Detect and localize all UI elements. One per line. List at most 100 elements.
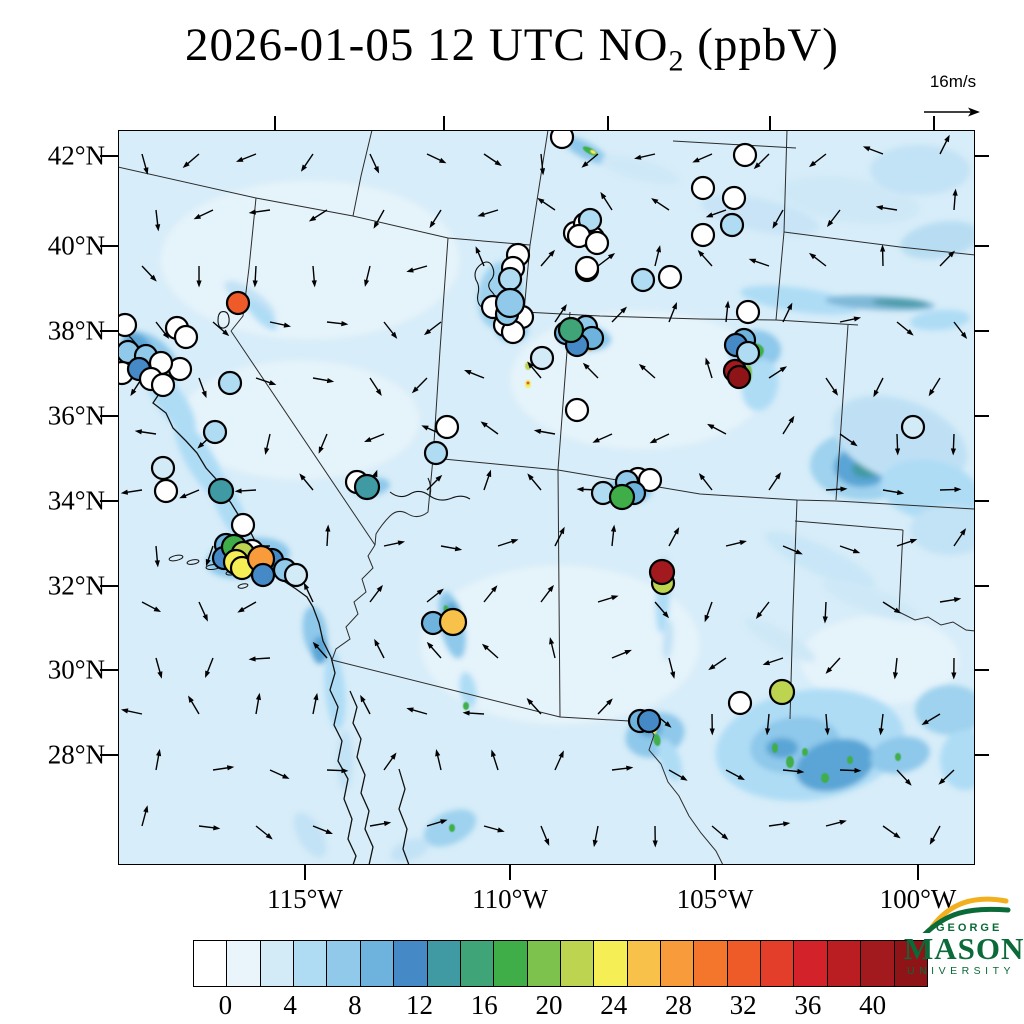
colorbar-tick-label: 8 [348,990,362,1020]
station-marker [217,370,243,396]
station-marker [726,364,752,390]
plot-title: 2026-01-05 12 UTC NO2 (ppbV) [0,18,1024,78]
lat-label: 28°N [47,739,105,770]
station-marker [283,562,309,588]
top-tick [443,116,445,130]
gmu-logo-university: UNIVERSITY [907,965,1016,977]
station-marker [150,455,176,481]
station-marker [648,558,676,586]
lon-label: 115°W [267,884,343,914]
colorbar-cell [427,941,461,986]
station-marker [608,483,636,511]
lat-label: 36°N [47,400,105,431]
lon-label: 110°W [472,884,548,914]
gmu-logo-mason: MASON [904,931,1024,966]
gmu-logo: GEORGE MASON UNIVERSITY [896,893,1024,993]
lat-tick [100,415,118,417]
lat-tick-right [975,330,989,332]
colorbar-tick-label: 4 [283,990,297,1020]
lat-tick-right [975,669,989,671]
lat-tick [100,155,118,157]
lat-tick-right [975,415,989,417]
colorbar-tick-label: 36 [794,990,822,1020]
colorbar-cell [627,941,662,986]
station-marker [657,264,683,290]
colorbar-cell [761,941,795,986]
colorbar-cell [260,941,295,986]
title-prefix: 2026-01-05 12 UTC NO [185,19,669,71]
station-marker [173,324,199,350]
wind-reference-label: 16m/s [929,72,977,91]
lat-label: 40°N [47,230,105,261]
colorbar-tick-label: 40 [859,990,887,1020]
station-marker [119,312,138,338]
colorbar-tick-label: 32 [729,990,757,1020]
colorbar-tick-label: 28 [664,990,692,1020]
lat-tick-right [975,500,989,502]
lat-tick-right [975,585,989,587]
station-observation-markers [119,131,926,734]
station-marker [727,690,753,716]
station-marker [690,175,716,201]
station-marker [690,222,716,248]
top-tick [933,116,935,130]
station-marker [732,142,758,168]
lon-tick [304,865,306,880]
colorbar-cell [394,941,428,986]
station-marker [497,266,523,292]
station-marker [584,230,610,256]
lat-tick-right [975,754,989,756]
station-marker [353,473,381,501]
station-marker [721,185,747,211]
title-subscript: 2 [668,44,685,78]
station-marker [564,397,590,423]
station-marker [153,478,179,504]
colorbar-cell [327,941,361,986]
lon-label: 105°W [676,884,754,914]
station-marker [768,678,796,706]
station-marker [735,299,761,325]
colorbar-cell [894,941,927,986]
wind-vector-arrows [120,134,968,848]
lat-tick-right [975,155,989,157]
lat-tick [100,754,118,756]
colorbar-cell [861,941,895,986]
colorbar-cell [594,941,628,986]
lat-label: 34°N [47,485,105,516]
station-marker [250,562,276,588]
station-marker [225,290,251,316]
colorbar-cell [727,941,762,986]
colorbar-cell [360,941,395,986]
lat-label: 30°N [47,654,105,685]
colorbar-cell [460,941,495,986]
station-marker [900,414,926,440]
station-marker [423,440,449,466]
lat-tick [100,669,118,671]
station-marker [574,255,600,281]
lon-label: 100°W [879,884,957,914]
station-marker [529,345,555,371]
station-marker [630,267,656,293]
colorbar-cell [794,941,828,986]
colorbar-tick-label: 0 [218,990,233,1020]
colorbar-tick-label: 16 [470,990,498,1020]
lat-label: 38°N [47,315,105,346]
colorbar-cell [694,941,728,986]
station-marker [557,316,585,344]
lat-tick [100,245,118,247]
colorbar-tick-label: 24 [600,990,628,1020]
station-marker [434,414,460,440]
station-marker [637,467,663,493]
colorbar-cell [527,941,561,986]
station-marker [735,340,761,366]
colorbar [193,940,928,987]
colorbar-cell [494,941,528,986]
colorbar-tick-label: 20 [535,990,563,1020]
colorbar-cell [827,941,862,986]
lat-tick [100,585,118,587]
station-marker [202,419,228,445]
lat-tick [100,330,118,332]
lat-tick-right [975,245,989,247]
colorbar-cell [227,941,261,986]
